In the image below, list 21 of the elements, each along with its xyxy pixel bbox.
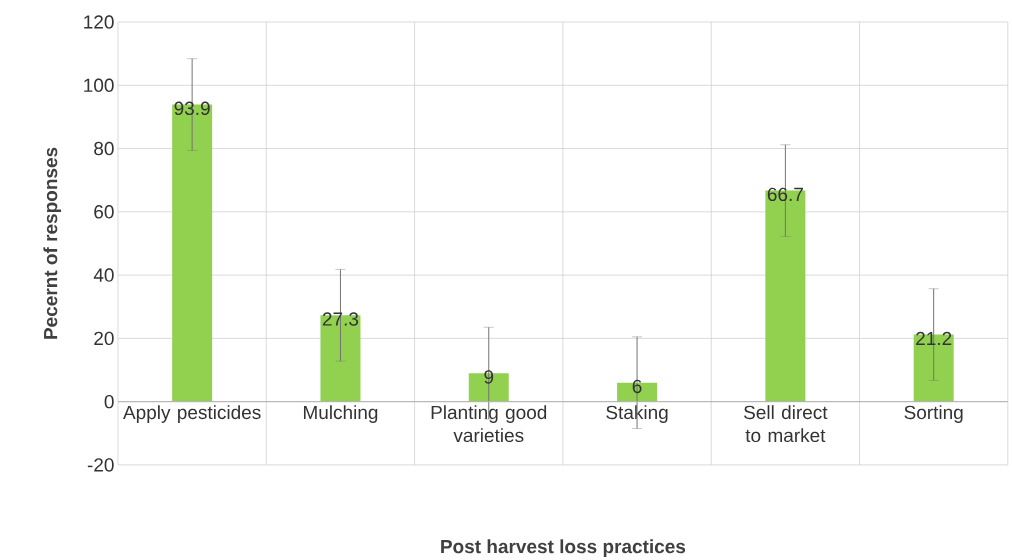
y-tick-label: 60 — [94, 204, 114, 219]
data-label: 9 — [484, 370, 494, 384]
y-tick-label: 20 — [94, 331, 114, 345]
y-tick-label: 80 — [94, 141, 114, 156]
y-tick-label: 40 — [93, 268, 114, 282]
x-tick-label: Mulching — [303, 405, 378, 423]
y-tick-label: -20 — [87, 458, 114, 472]
data-label: 93.9 — [174, 101, 210, 115]
x-tick-label: Sorting — [904, 405, 963, 423]
x-axis-title: Post harvest loss practices — [441, 539, 686, 557]
data-label: 6 — [632, 379, 642, 393]
x-tick-label: Planting good varieties — [431, 405, 547, 442]
y-tick-label: 0 — [104, 394, 114, 409]
y-tick-label: 120 — [84, 15, 114, 29]
y-axis-title: Pecernt of responses — [43, 147, 62, 339]
y-tick-label: 100 — [84, 78, 114, 92]
data-label: 21.2 — [916, 331, 952, 345]
x-tick-label: Apply pesticides — [123, 405, 261, 423]
data-label: 66.7 — [767, 187, 803, 201]
x-tick-label: Staking — [606, 405, 668, 423]
x-tick-label: Sell direct to market — [744, 405, 828, 442]
